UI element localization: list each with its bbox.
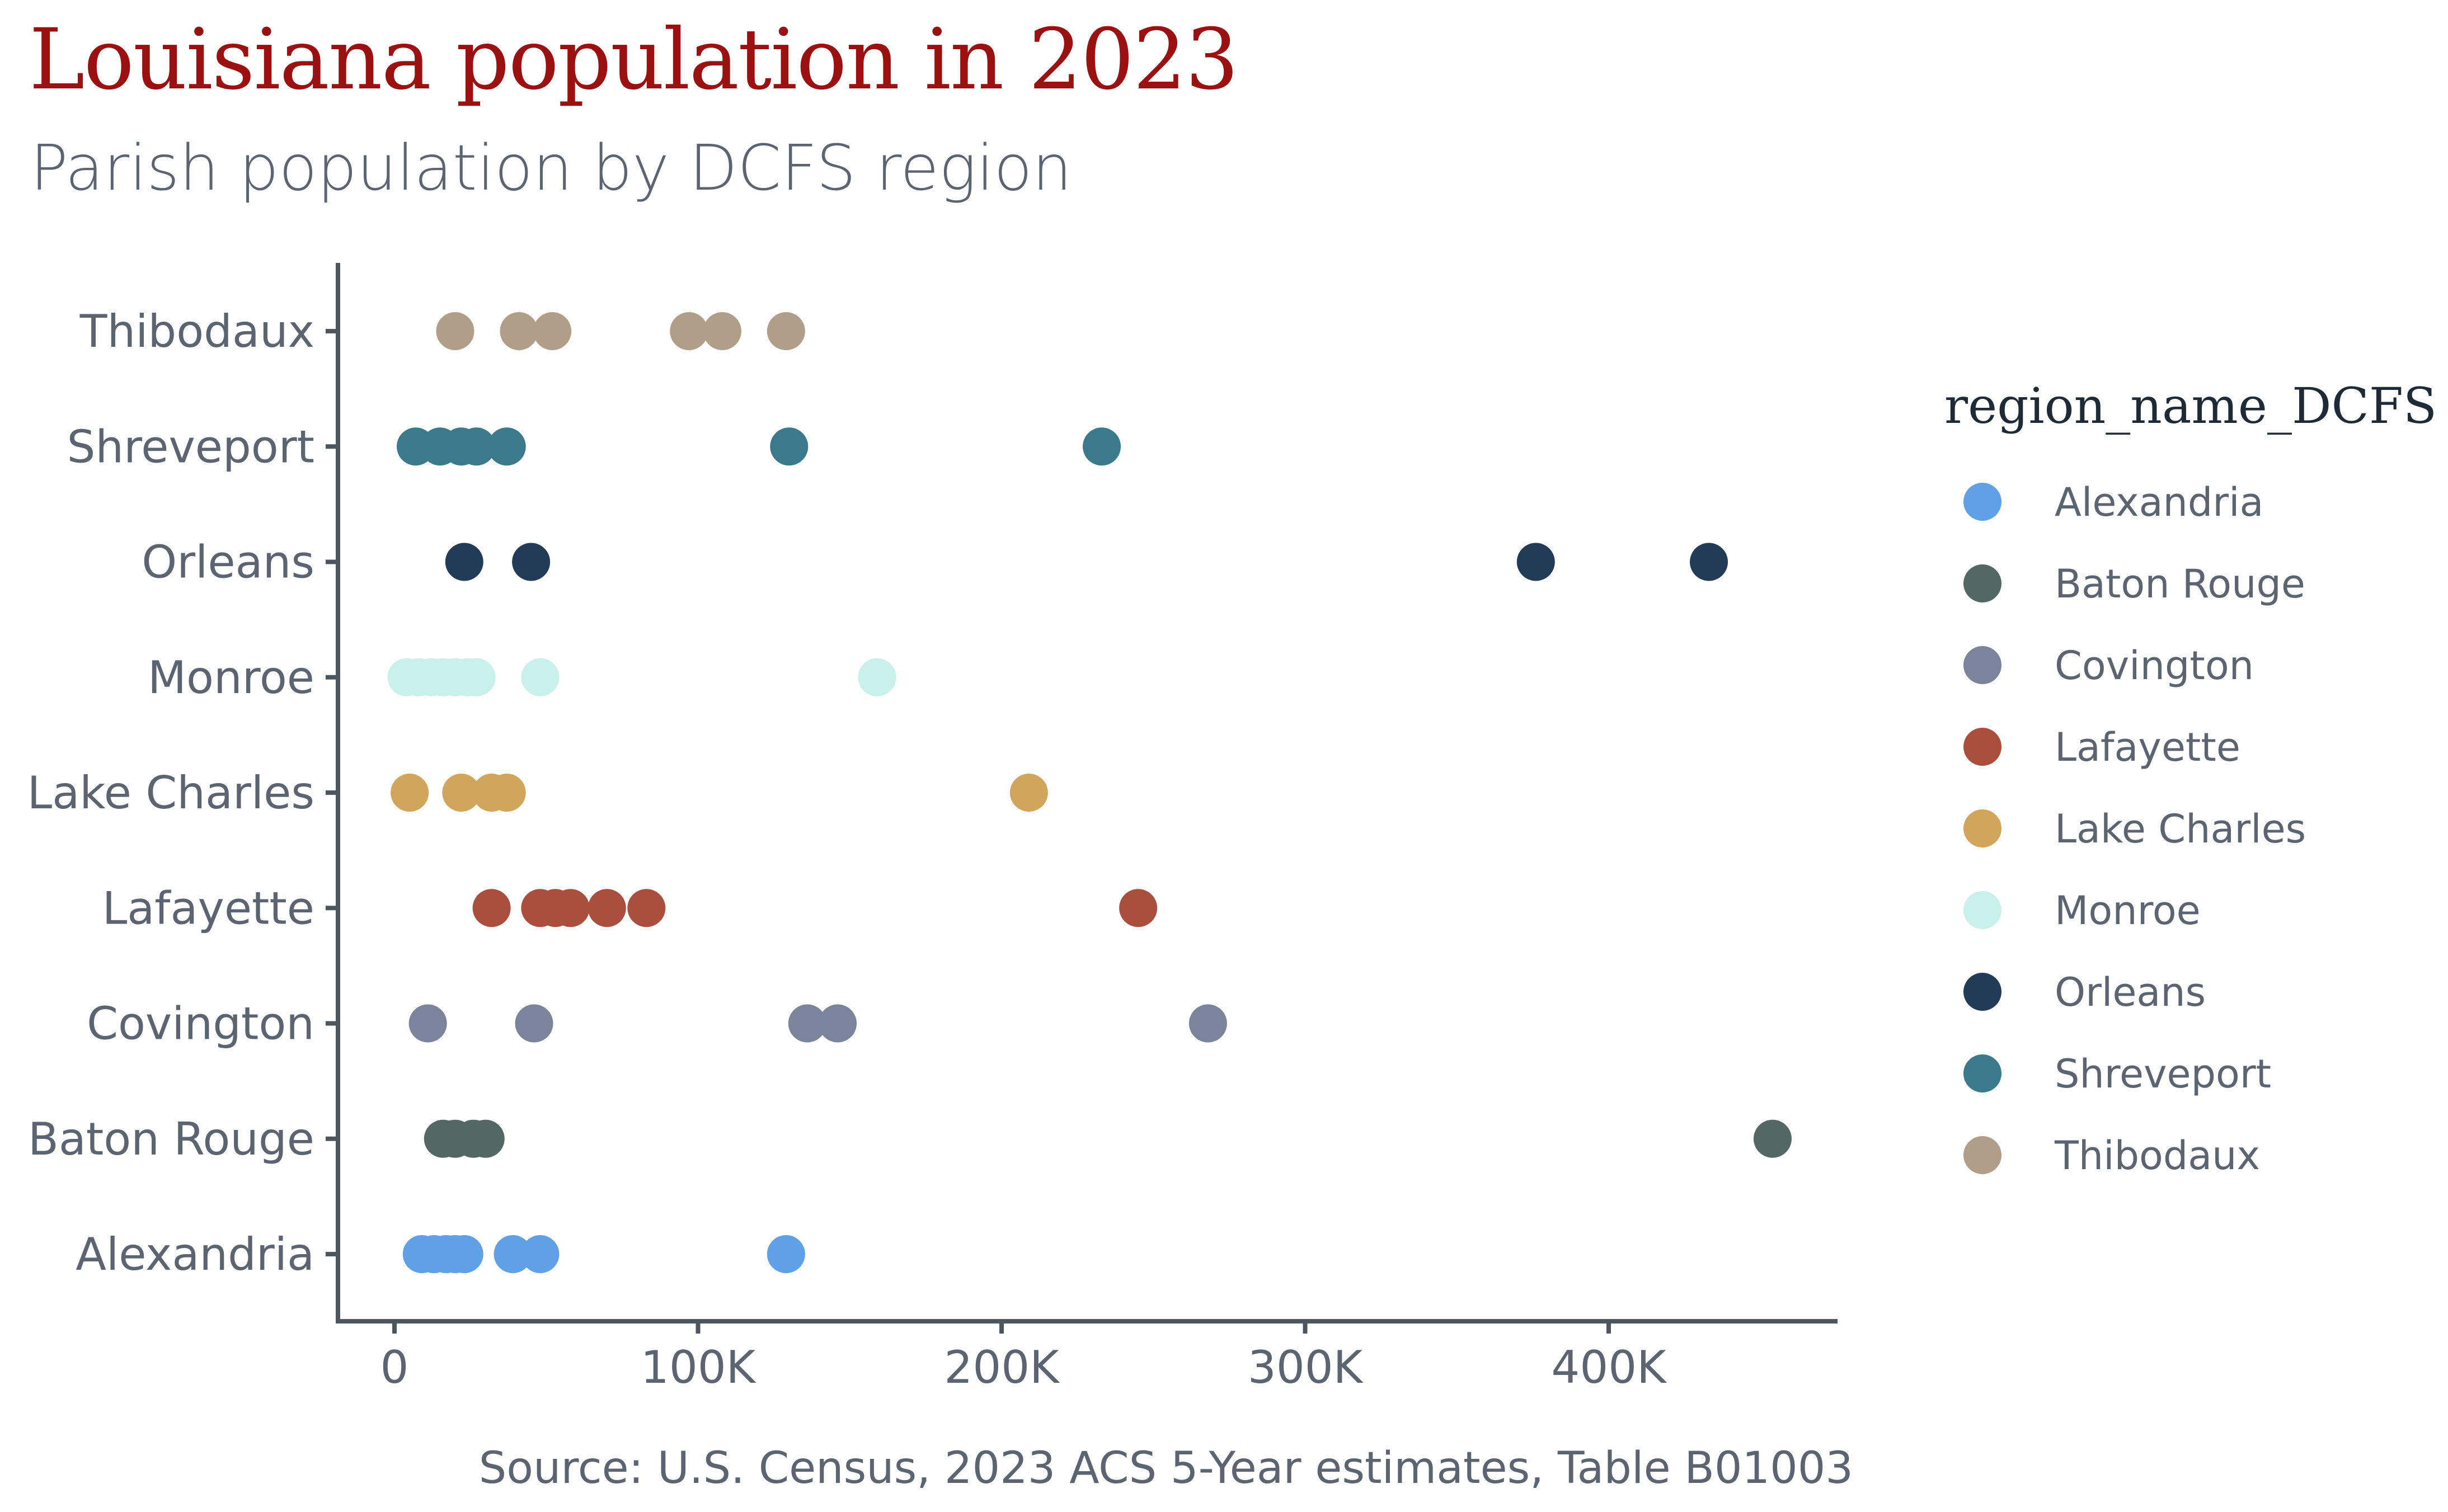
data-point xyxy=(521,1235,560,1273)
y-tick-label: Lake Charles xyxy=(27,767,314,819)
y-tick-label: Baton Rouge xyxy=(28,1113,314,1165)
data-point xyxy=(670,312,708,350)
data-point xyxy=(500,312,538,350)
data-point xyxy=(445,543,483,581)
data-point xyxy=(1083,427,1121,466)
data-point xyxy=(494,1235,532,1273)
data-point xyxy=(442,774,481,812)
data-point xyxy=(627,889,666,927)
source-caption: Source: U.S. Census, 2023 ACS 5-Year est… xyxy=(478,1443,1853,1494)
data-point xyxy=(515,1004,553,1043)
legend-swatch xyxy=(1963,809,2001,847)
data-point xyxy=(408,1004,447,1043)
legend-swatch xyxy=(1963,973,2001,1011)
x-tick-label: 300K xyxy=(1248,1341,1364,1393)
y-tick-label: Monroe xyxy=(148,652,314,704)
data-point xyxy=(436,312,474,350)
legend-swatch xyxy=(1963,1054,2001,1092)
data-point xyxy=(770,427,809,466)
data-points xyxy=(387,312,1792,1273)
data-point xyxy=(521,658,560,696)
data-point xyxy=(512,543,551,581)
legend-label: Shreveport xyxy=(2055,1051,2271,1097)
data-point xyxy=(391,774,429,812)
legend-label: Thibodaux xyxy=(2054,1133,2260,1179)
y-tick-label: Orleans xyxy=(142,536,314,588)
legend-swatch xyxy=(1963,646,2001,684)
data-point xyxy=(788,1004,826,1043)
data-point xyxy=(466,1119,505,1158)
legend-swatch xyxy=(1963,564,2001,602)
x-tick-label: 200K xyxy=(944,1341,1060,1393)
data-point xyxy=(703,312,741,350)
legend-title: region_name_DCFS xyxy=(1944,377,2437,435)
chart-title: Louisiana population in 2023 xyxy=(29,11,1239,109)
data-point xyxy=(767,1235,805,1273)
y-tick-label: Alexandria xyxy=(76,1228,314,1280)
x-tick-label: 0 xyxy=(380,1341,409,1393)
legend: region_name_DCFS Alexandria Baton Rouge Cov… xyxy=(1944,377,2437,1179)
data-point xyxy=(533,312,572,350)
data-point xyxy=(858,658,896,696)
legend-label: Covington xyxy=(2055,643,2254,689)
data-point xyxy=(487,427,526,466)
data-point xyxy=(1753,1119,1792,1158)
legend-swatch xyxy=(1963,483,2001,521)
data-point xyxy=(1119,889,1158,927)
x-tick-label: 400K xyxy=(1551,1341,1667,1393)
data-point xyxy=(487,774,526,812)
data-point xyxy=(1009,774,1048,812)
legend-swatch xyxy=(1963,1136,2001,1174)
y-tick-label: Thibodaux xyxy=(79,305,314,357)
data-point xyxy=(472,889,511,927)
y-tick-label: Covington xyxy=(87,998,314,1050)
legend-swatch xyxy=(1963,891,2001,929)
data-point xyxy=(1188,1004,1227,1043)
chart-subtitle: Parish population by DCFS region xyxy=(30,132,1072,205)
axes: 0 100K 200K 300K 400K Alexandria Baton Rouge Co… xyxy=(27,263,1838,1393)
legend-label: Lafayette xyxy=(2055,724,2240,770)
data-point xyxy=(551,889,590,927)
legend-label: Orleans xyxy=(2055,969,2206,1015)
data-point xyxy=(457,427,496,466)
legend-label: Baton Rouge xyxy=(2055,561,2305,607)
y-tick-label: Lafayette xyxy=(102,882,314,934)
data-point xyxy=(445,1235,483,1273)
legend-swatch xyxy=(1963,728,2001,766)
data-point xyxy=(819,1004,857,1043)
legend-label: Lake Charles xyxy=(2055,806,2306,852)
data-point xyxy=(767,312,805,350)
y-tick-label: Shreveport xyxy=(67,421,314,473)
legend-label: Alexandria xyxy=(2055,479,2263,525)
data-point xyxy=(457,658,496,696)
x-tick-label: 100K xyxy=(641,1341,757,1393)
data-point xyxy=(1690,543,1728,581)
data-point xyxy=(1516,543,1555,581)
legend-label: Monroe xyxy=(2055,888,2201,934)
data-point xyxy=(588,889,626,927)
